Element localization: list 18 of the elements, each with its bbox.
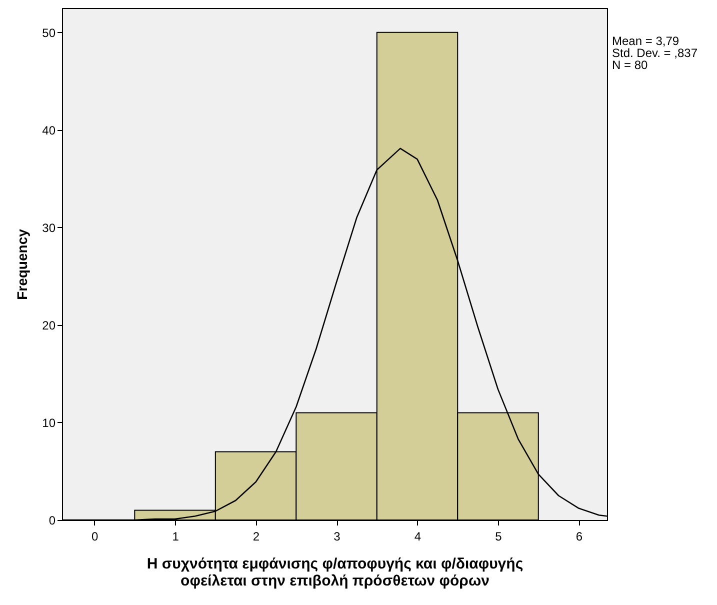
x-tick-label: 1 — [172, 530, 180, 544]
x-tick-label: 2 — [252, 530, 260, 544]
text: N = 80 — [612, 58, 649, 72]
x-tick-label: 0 — [91, 530, 98, 544]
x-tick-label: 5 — [495, 530, 502, 544]
text: Std. Dev. = ,837 — [612, 46, 698, 60]
y-tick-label: 40 — [42, 123, 56, 138]
y-tick-label: 0 — [48, 514, 56, 528]
x-tick-label: 4 — [414, 530, 422, 544]
x-tick-label: 3 — [334, 530, 341, 544]
y-tick-label: 20 — [42, 318, 56, 332]
y-tick-label: 50 — [42, 26, 56, 40]
y-tick-label: 10 — [42, 416, 56, 430]
y-tick-label: 30 — [42, 220, 56, 235]
x-tick-label: 6 — [576, 530, 583, 544]
y-axis-title: Frequency — [14, 228, 30, 300]
x-axis-title: Η συχνότητα εμφάνισης φ/αποφυγής και φ/διαφυγής οφείλεται στην επιβολή πρόσθετων φόρων — [146, 556, 524, 590]
text: Mean = 3,79 — [612, 34, 680, 48]
